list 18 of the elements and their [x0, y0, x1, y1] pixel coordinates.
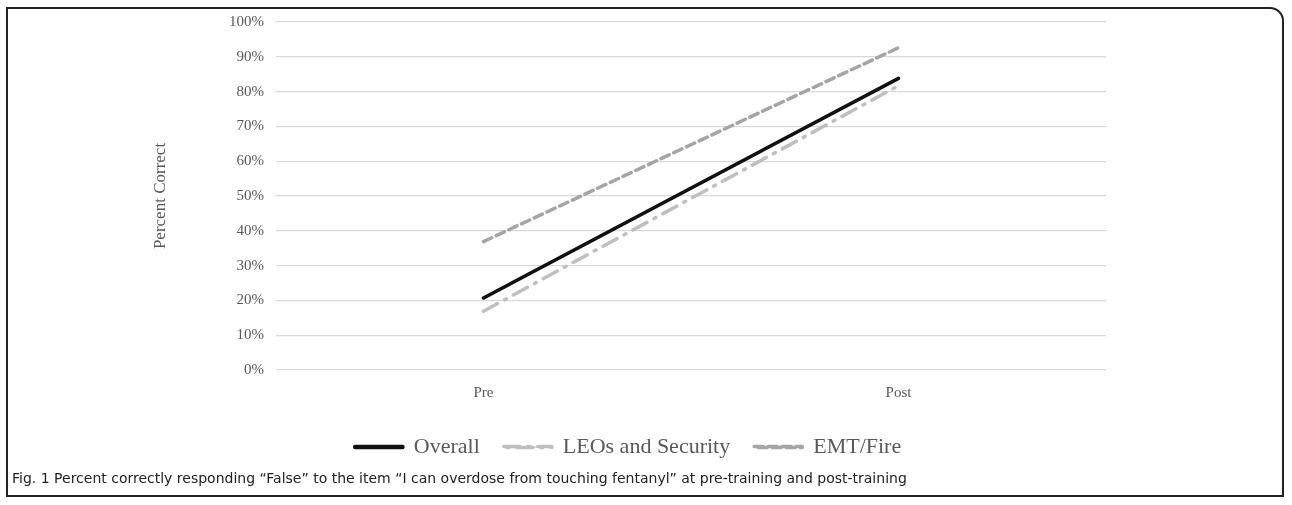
legend-label: EMT/Fire	[813, 432, 902, 458]
y-tick-label: 70%	[236, 117, 264, 134]
y-tick-label: 20%	[236, 291, 264, 308]
y-tick-label: 30%	[236, 256, 264, 273]
y-tick-label: 90%	[236, 47, 264, 64]
caption: Fig. 1 Percent correctly responding “False” to the item “I can overdose from touching fentanyl” at pre-training and post-training	[12, 470, 907, 486]
legend-label: LEOs and Security	[562, 432, 731, 458]
y-tick-label: 60%	[236, 152, 264, 169]
legend-label: Overall	[413, 432, 480, 458]
x-tick-label: Post	[885, 383, 913, 400]
x-tick-label: Pre	[473, 383, 494, 400]
y-tick-label: 10%	[236, 326, 264, 343]
y-axis-title: Percent Correct	[149, 142, 169, 250]
y-tick-label: 50%	[236, 186, 264, 203]
y-tick-label: 80%	[236, 82, 264, 99]
y-tick-label: 0%	[244, 360, 264, 377]
y-tick-label: 100%	[229, 12, 264, 29]
y-tick-label: 40%	[236, 221, 264, 238]
